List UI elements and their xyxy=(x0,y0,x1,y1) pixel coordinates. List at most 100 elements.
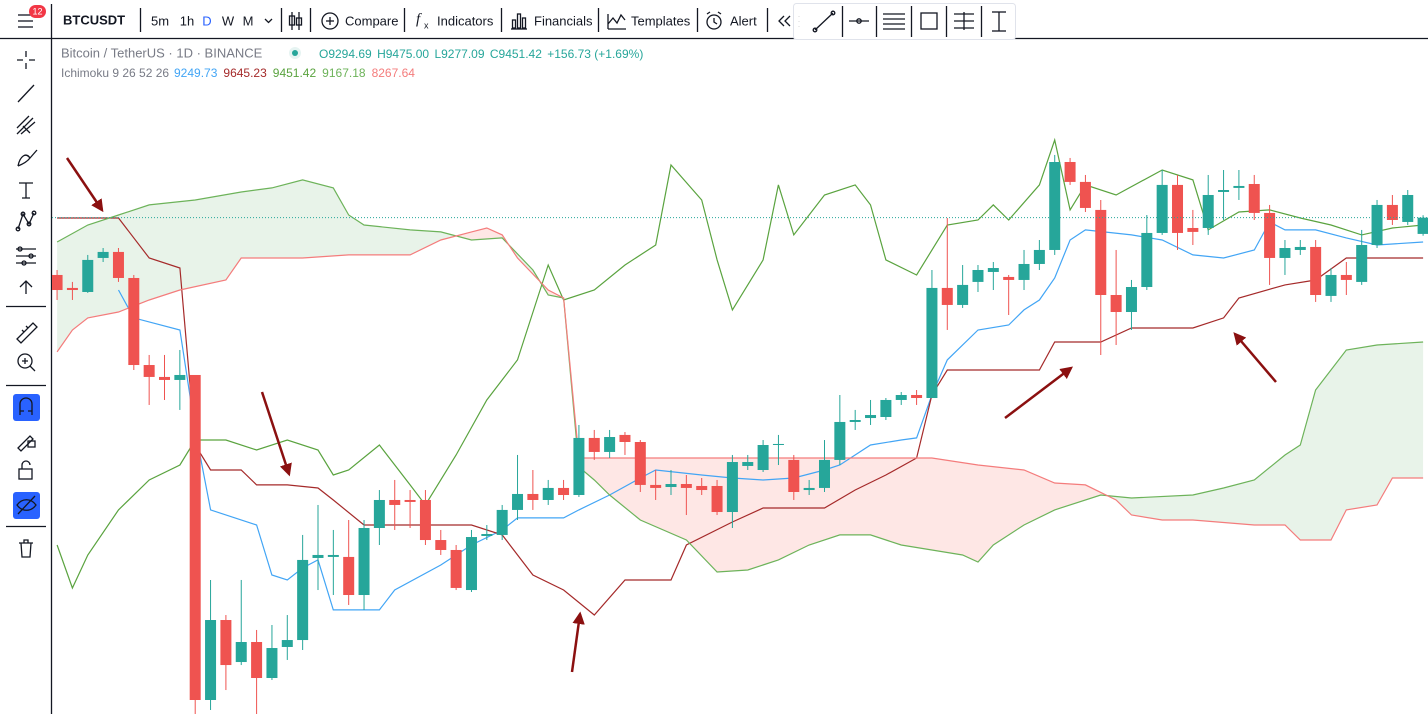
market-status xyxy=(292,50,298,56)
candle-body xyxy=(1248,183,1260,213)
candle-body xyxy=(419,499,431,541)
parallel-channel-tool[interactable] xyxy=(883,13,905,30)
alert-button[interactable]: Alert xyxy=(706,11,757,30)
candle-body xyxy=(803,487,815,491)
ohlc-value: O9294.69 xyxy=(319,47,372,61)
pitchfork-tool[interactable] xyxy=(16,115,36,135)
pattern-tool[interactable] xyxy=(15,210,37,232)
candle-body xyxy=(297,559,309,641)
candle-body xyxy=(1356,244,1368,282)
icon-tool[interactable] xyxy=(19,280,33,294)
candle-body xyxy=(1079,181,1091,208)
candle-body xyxy=(251,642,263,679)
candle-body xyxy=(1187,227,1199,232)
candle-body xyxy=(1018,263,1030,280)
candle-body xyxy=(1202,194,1214,228)
interval-dropdown[interactable] xyxy=(264,18,273,24)
lock-tool[interactable] xyxy=(18,460,33,480)
menu-button[interactable]: 12 xyxy=(18,5,46,28)
candle-body xyxy=(128,277,140,366)
trend-line-tool[interactable] xyxy=(812,10,836,33)
candle-body xyxy=(512,493,524,510)
rectangle-tool[interactable] xyxy=(920,12,938,30)
candle-body xyxy=(742,462,754,466)
indicator-line xyxy=(56,227,1424,541)
compare-label: Compare xyxy=(345,13,398,28)
candle-body xyxy=(726,462,738,513)
interval-button[interactable]: M xyxy=(243,13,254,28)
badge: 12 xyxy=(32,6,42,16)
candle-body xyxy=(373,499,385,528)
symbol-search[interactable]: BTCUSDT xyxy=(63,12,125,27)
candle-body xyxy=(159,376,171,380)
candle-body xyxy=(1310,246,1322,295)
candle-body xyxy=(680,484,692,488)
annotation-arrows xyxy=(65,157,1277,673)
candle-body xyxy=(834,421,846,460)
candle-body xyxy=(911,394,923,399)
ohlc-value: H9475.00 xyxy=(377,47,429,61)
candle-body xyxy=(757,445,769,471)
candle-body xyxy=(1325,274,1337,296)
candle-body xyxy=(1386,204,1398,220)
financials-label: Financials xyxy=(534,13,593,28)
horizontal-ray-tool[interactable] xyxy=(849,18,869,24)
candle-body xyxy=(404,499,416,502)
hide-tool[interactable] xyxy=(13,492,40,519)
candle-body xyxy=(1233,185,1245,188)
fib-tool[interactable] xyxy=(954,12,974,30)
replay-button[interactable] xyxy=(778,15,791,27)
candle-body xyxy=(1156,184,1168,233)
compare-button[interactable]: Compare xyxy=(321,12,398,30)
magnet-tool[interactable] xyxy=(13,394,40,421)
candle-body xyxy=(1033,249,1045,264)
candle-body xyxy=(465,537,477,591)
financials-button[interactable]: Financials xyxy=(511,13,593,30)
candle-body xyxy=(772,443,784,446)
alert-label: Alert xyxy=(730,13,757,28)
chart-style-button[interactable] xyxy=(288,12,303,30)
top-toolbar: 12 BTCUSDT 5m 1h D W M Compare f x Indic… xyxy=(0,4,1428,40)
candle-body xyxy=(312,554,324,558)
drawing-toolbar-box xyxy=(793,3,1016,40)
ohlc-values: O9294.69 H9475.00 L9277.09 C9451.42 +156… xyxy=(319,47,643,61)
candle-body xyxy=(788,459,800,492)
candle-body xyxy=(941,287,953,305)
interval-button[interactable]: 1h xyxy=(180,13,194,28)
line-tool[interactable] xyxy=(17,84,35,103)
candle-body xyxy=(1402,194,1414,222)
measure-tool[interactable] xyxy=(16,322,38,344)
interval-button[interactable]: W xyxy=(222,13,235,28)
legend: Bitcoin / TetherUS · 1D · BINANCE O9294.… xyxy=(61,45,643,80)
candle-body xyxy=(174,374,186,380)
prediction-tool[interactable] xyxy=(16,246,36,266)
candle-body xyxy=(343,556,355,596)
candle-body xyxy=(1125,287,1137,313)
candle-body xyxy=(205,620,217,700)
candle-body xyxy=(818,459,830,488)
candle-body xyxy=(987,268,999,272)
indicator-value: 9249.73 xyxy=(174,66,218,80)
candle-body xyxy=(1049,161,1061,250)
remove-tool[interactable] xyxy=(19,539,33,558)
candle-body xyxy=(542,487,554,500)
interval-button[interactable]: 5m xyxy=(151,13,169,28)
text-tool[interactable] xyxy=(19,182,33,199)
candle-body xyxy=(880,399,892,417)
candle-body xyxy=(926,287,938,399)
candle-body xyxy=(619,434,631,442)
ohlc-value: C9451.42 xyxy=(490,47,542,61)
lock-drawings-tool[interactable] xyxy=(17,435,36,452)
templates-label: Templates xyxy=(631,13,691,28)
indicators-button[interactable]: f x Indicators xyxy=(416,11,494,30)
cursor-tool[interactable] xyxy=(17,51,35,69)
candle-body xyxy=(957,284,969,305)
candle-body xyxy=(665,484,677,488)
templates-button[interactable]: Templates xyxy=(607,13,691,30)
zoom-tool[interactable] xyxy=(17,353,36,372)
brush-tool[interactable] xyxy=(17,149,38,167)
price-range-tool[interactable] xyxy=(992,11,1006,32)
interval-button[interactable]: D xyxy=(202,13,211,28)
